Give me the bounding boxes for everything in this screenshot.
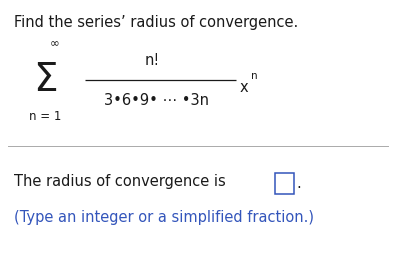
Text: n = 1: n = 1: [29, 110, 62, 123]
Text: $\infty$: $\infty$: [50, 36, 60, 49]
Text: 3•6•9• ⋯ •3n: 3•6•9• ⋯ •3n: [104, 93, 209, 108]
FancyBboxPatch shape: [275, 173, 294, 194]
Text: n: n: [251, 71, 258, 81]
Text: n!: n!: [145, 53, 160, 68]
Text: Find the series’ radius of convergence.: Find the series’ radius of convergence.: [14, 15, 298, 30]
Text: .: .: [296, 176, 301, 191]
Text: The radius of convergence is: The radius of convergence is: [14, 174, 226, 189]
Text: (Type an integer or a simplified fraction.): (Type an integer or a simplified fractio…: [14, 210, 314, 225]
Text: $\Sigma$: $\Sigma$: [34, 61, 57, 99]
Text: x: x: [240, 80, 248, 95]
